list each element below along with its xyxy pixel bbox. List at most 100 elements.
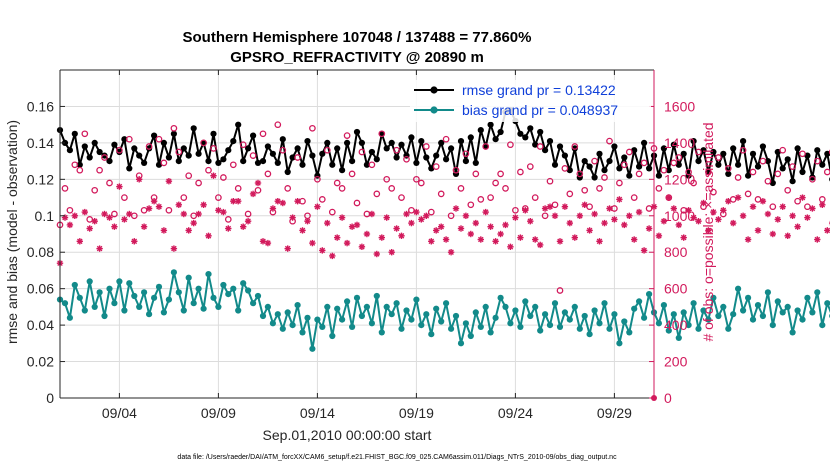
data-point-possible	[492, 179, 499, 187]
data-point	[185, 152, 192, 159]
data-point-possible	[462, 150, 470, 158]
data-point-assimilated	[730, 219, 737, 227]
data-point-assimilated	[522, 207, 529, 214]
asterisk-stroke	[299, 227, 306, 234]
data-point-assimilated	[720, 207, 727, 214]
data-point-assimilated	[165, 177, 173, 185]
asterisk-stroke	[106, 214, 113, 221]
data-point-assimilated	[621, 221, 628, 229]
data-point	[121, 136, 128, 143]
asterisk-stroke	[91, 218, 98, 224]
data-point-assimilated	[314, 203, 321, 210]
data-point-assimilated	[135, 176, 143, 183]
y-right-tick-label: 800	[664, 244, 688, 260]
asterisk-stroke	[517, 234, 524, 241]
data-point-assimilated	[329, 252, 336, 260]
data-point-assimilated	[398, 232, 405, 240]
asterisk-stroke	[86, 225, 93, 232]
asterisk-stroke	[661, 218, 667, 224]
data-point-possible	[234, 185, 242, 192]
data-point-assimilated	[338, 214, 346, 221]
data-point	[299, 161, 306, 168]
data-point	[700, 307, 707, 314]
data-point	[423, 154, 430, 161]
asterisk-stroke	[473, 220, 479, 226]
data-point-assimilated	[611, 216, 618, 223]
data-point	[537, 327, 544, 334]
data-point	[254, 159, 262, 166]
data-point-assimilated	[680, 234, 687, 241]
data-point	[764, 289, 772, 296]
data-point	[180, 145, 187, 152]
data-point	[497, 128, 504, 136]
data-point-assimilated	[215, 207, 222, 214]
data-point	[250, 300, 257, 307]
data-point	[482, 303, 489, 310]
data-point	[146, 311, 153, 318]
data-point	[561, 309, 569, 316]
asterisk-stroke	[616, 196, 623, 203]
data-point	[71, 281, 78, 289]
asterisk-stroke	[606, 205, 613, 212]
data-point-assimilated	[799, 194, 806, 201]
asterisk-stroke	[116, 183, 123, 190]
data-point-assimilated	[294, 197, 301, 205]
data-point	[383, 145, 390, 152]
y-right-tick-label: 1600	[664, 98, 695, 114]
asterisk-stroke	[537, 242, 543, 248]
data-point	[81, 307, 88, 314]
data-point-assimilated	[744, 236, 752, 243]
legend-bias-label: bias grand pr = 0.048937	[462, 102, 618, 118]
data-point	[215, 303, 222, 310]
data-point	[274, 311, 281, 318]
data-point-possible	[625, 148, 633, 156]
data-point-possible	[323, 146, 331, 154]
data-point	[61, 300, 69, 307]
data-point	[96, 148, 103, 156]
y-axis-right-label: # of obs: o=possible; ×=assimilated	[700, 122, 716, 341]
data-point	[487, 121, 494, 128]
asterisk-stroke	[646, 225, 652, 232]
asterisk-stroke	[572, 234, 578, 241]
data-point-possible	[368, 161, 376, 169]
data-point	[571, 303, 578, 310]
asterisk-stroke	[547, 203, 553, 210]
y-left-tick-label: 0.16	[27, 98, 54, 114]
data-point	[819, 161, 826, 168]
data-point	[660, 145, 668, 152]
data-point-possible	[284, 185, 292, 192]
data-point-possible	[71, 161, 79, 169]
data-point	[131, 145, 138, 152]
asterisk-stroke	[695, 218, 702, 224]
data-point	[349, 323, 356, 330]
asterisk-stroke	[671, 205, 677, 212]
y-left-tick-label: 0	[46, 390, 54, 406]
asterisk-stroke	[631, 236, 637, 243]
legend-item-bias: bias grand pr = 0.048937	[414, 102, 618, 118]
data-point-possible	[373, 190, 381, 198]
data-point-assimilated	[749, 203, 757, 210]
asterisk-stroke	[789, 213, 796, 219]
data-point	[502, 303, 509, 310]
data-point	[532, 141, 539, 148]
asterisk-stroke	[507, 244, 514, 250]
data-point	[497, 294, 504, 301]
asterisk-stroke	[775, 216, 781, 223]
asterisk-stroke	[314, 203, 321, 210]
data-point	[740, 307, 747, 314]
data-point-possible	[96, 166, 103, 174]
data-point-assimilated	[299, 227, 306, 234]
data-point	[314, 316, 321, 323]
data-point	[76, 161, 83, 168]
data-point-assimilated	[413, 208, 420, 216]
asterisk-stroke	[388, 249, 395, 255]
data-point-assimilated	[150, 197, 158, 205]
data-point	[200, 305, 207, 312]
data-point	[378, 329, 385, 336]
data-point-possible	[61, 185, 69, 192]
data-point	[710, 294, 717, 301]
data-point-assimilated	[428, 238, 435, 245]
data-point	[507, 320, 514, 327]
data-point-assimilated	[220, 208, 227, 216]
data-point	[264, 303, 271, 310]
